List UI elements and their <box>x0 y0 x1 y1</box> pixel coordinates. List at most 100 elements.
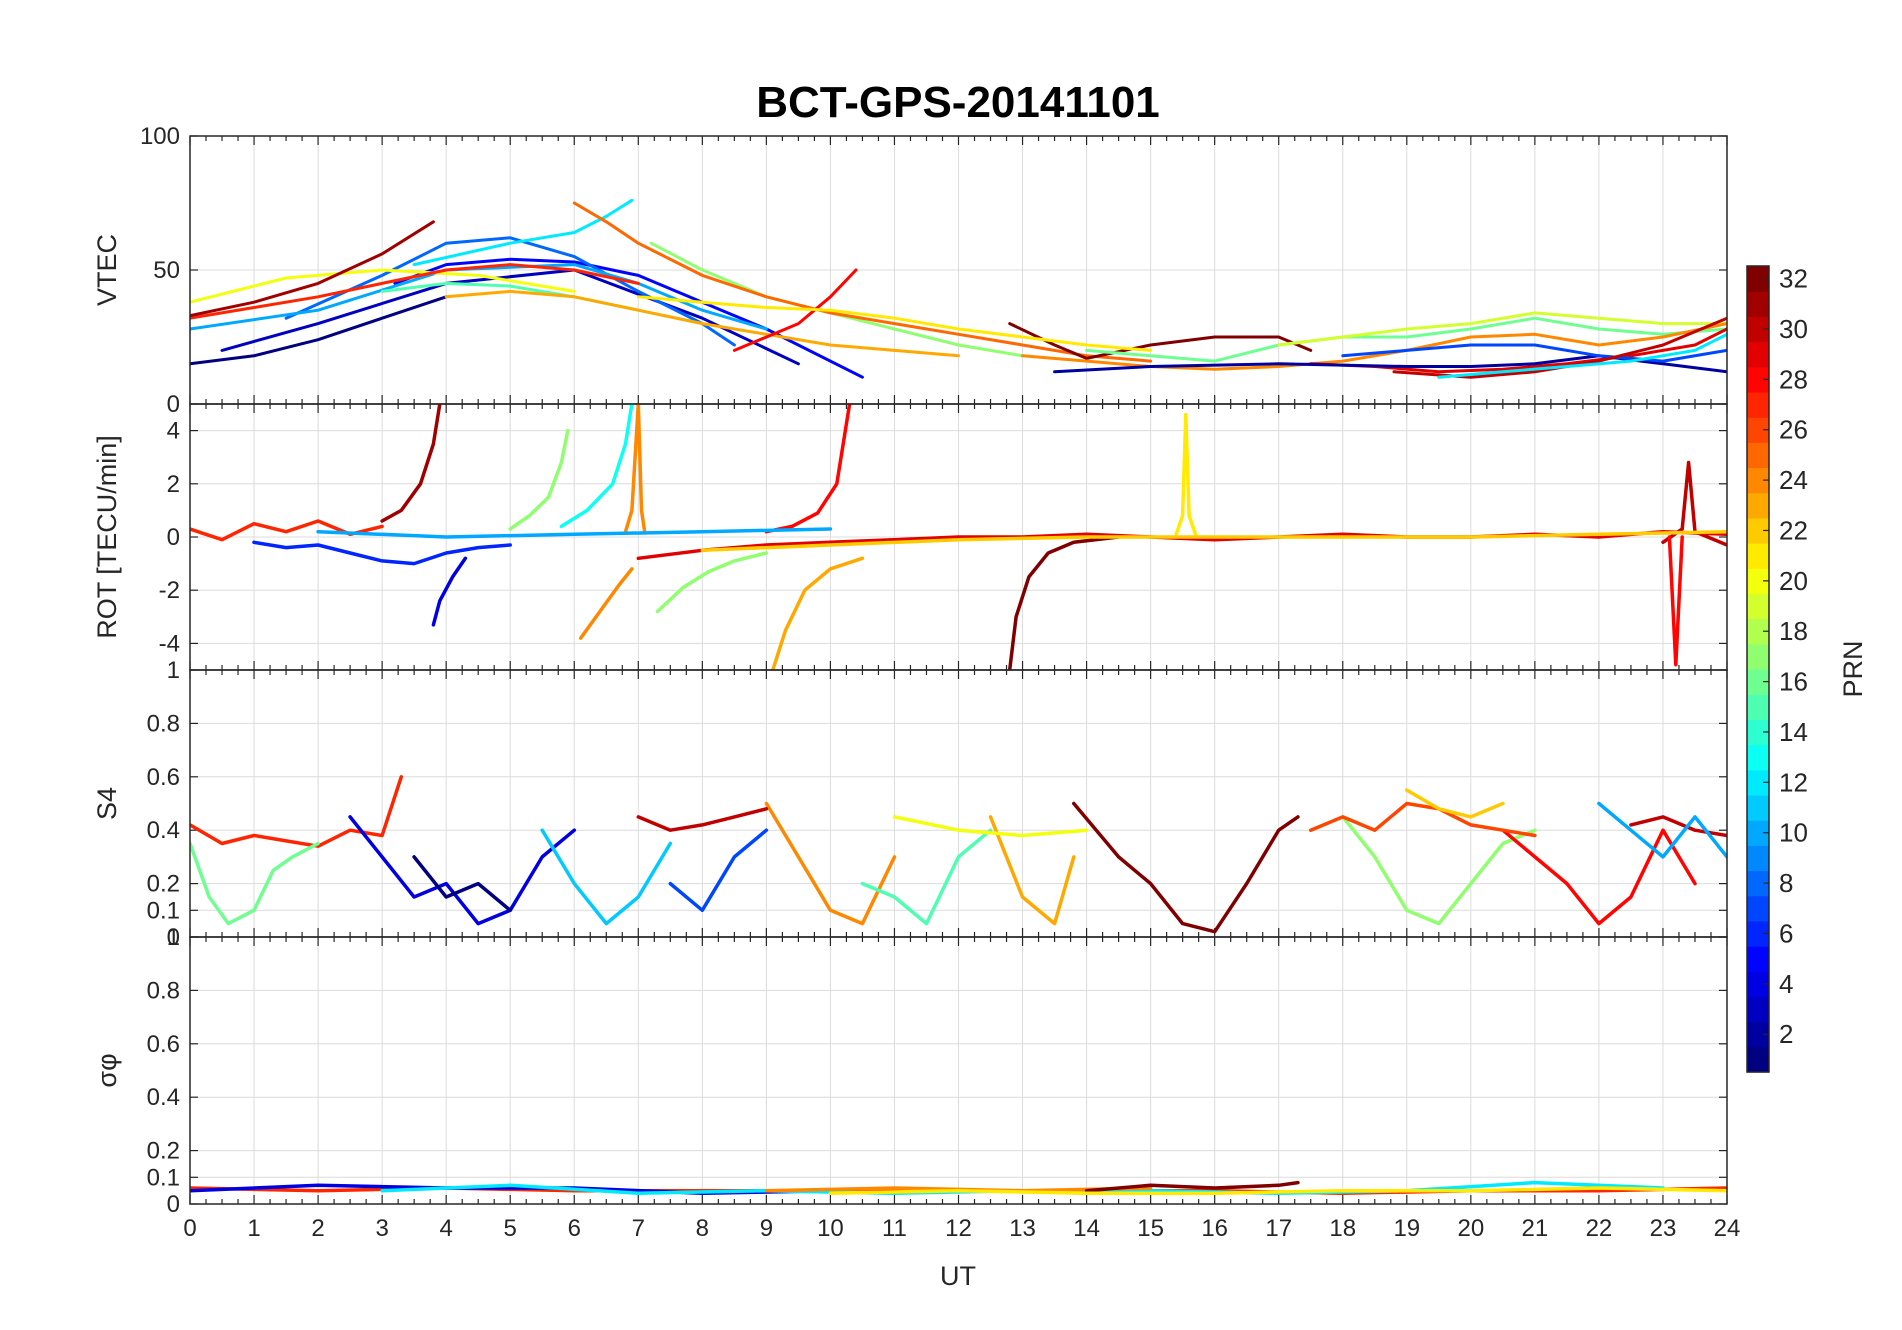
colorbar-swatch <box>1747 820 1769 846</box>
series-prn-24 <box>623 404 647 534</box>
series-prn-15 <box>860 828 993 926</box>
colorbar-swatch <box>1747 895 1769 922</box>
colorbar-swatch <box>1747 971 1769 998</box>
series-prn-17 <box>649 241 1024 358</box>
x-tick-label: 17 <box>1265 1215 1292 1242</box>
colorbar-tick-label: 24 <box>1779 465 1808 495</box>
series-prn-23 <box>771 556 865 670</box>
y-tick-label: 0.8 <box>147 710 180 737</box>
x-tick-label: 18 <box>1329 1215 1356 1242</box>
series-prn-16 <box>1085 316 1727 363</box>
x-tick-label: 16 <box>1201 1215 1228 1242</box>
series-prn-4 <box>348 815 577 926</box>
x-tick-label: 3 <box>375 1215 388 1242</box>
series-prn-1 <box>190 295 448 366</box>
series-prn-17 <box>655 551 769 614</box>
colorbar-tick-label: 12 <box>1779 767 1808 797</box>
series-prn-22 <box>1405 788 1505 819</box>
y-axis-label: VTEC <box>92 234 122 306</box>
x-tick-label: 1 <box>247 1215 260 1242</box>
colorbar-swatch <box>1747 593 1769 620</box>
x-tick-label: 5 <box>504 1215 517 1242</box>
colorbar-tick-label: 8 <box>1779 868 1793 898</box>
colorbar-tick-label: 30 <box>1779 314 1808 344</box>
y-tick-label: 100 <box>140 123 180 150</box>
series-prn-17 <box>1341 815 1537 926</box>
y-tick-label: 0.6 <box>147 764 180 791</box>
colorbar-swatch <box>1747 669 1769 695</box>
series-prn-19 <box>1277 311 1727 347</box>
y-tick-label: 2 <box>167 471 180 498</box>
series-group <box>190 198 1727 379</box>
y-tick-label: 0 <box>167 391 180 418</box>
x-tick-label: 2 <box>311 1215 324 1242</box>
series-prn-21 <box>1174 412 1198 537</box>
colorbar-swatch <box>1747 946 1769 972</box>
x-axis-label: UT <box>940 1261 976 1291</box>
series-prn-24 <box>764 801 897 926</box>
colorbar-swatch <box>1747 492 1769 519</box>
panel-frame <box>189 936 1728 1205</box>
y-axis-label: σφ <box>92 1053 122 1087</box>
series-prn-28 <box>1667 535 1684 667</box>
series-prn-10 <box>1597 801 1727 859</box>
series-prn-2 <box>1053 354 1727 374</box>
series-prn-21 <box>636 295 1153 352</box>
x-tick-label: 23 <box>1650 1215 1677 1242</box>
colorbar-tick-label: 10 <box>1779 818 1808 848</box>
colorbar-tick-label: 28 <box>1779 364 1808 394</box>
y-tick-label: 0.1 <box>147 897 180 924</box>
x-tick-label: 9 <box>760 1215 773 1242</box>
colorbar-tick-label: 32 <box>1779 264 1808 294</box>
colorbar-swatch <box>1747 618 1769 645</box>
x-tick-label: 13 <box>1009 1215 1036 1242</box>
colorbar-swatch <box>1747 568 1769 595</box>
series-prn-10 <box>316 527 833 539</box>
colorbar-swatch <box>1747 417 1769 443</box>
colorbar-swatch <box>1747 341 1769 368</box>
x-axis: 0 1 2 3 4 5 6 7 8 9 10 11 12 13 14 15 16 17 18 19 20 21 22 23 24 <box>183 1215 1740 1242</box>
series-prn-17 <box>508 428 570 531</box>
colorbar-tick-label: 2 <box>1779 1019 1793 1049</box>
panel-2: -4 -2 0 2 4 ROT [TECU/min] <box>92 403 1728 671</box>
y-tick-label: 0.2 <box>147 1138 180 1165</box>
colorbar-swatch <box>1747 366 1769 393</box>
y-tick-label: 0 <box>167 524 180 551</box>
x-tick-label: 12 <box>945 1215 972 1242</box>
series-prn-16 <box>190 841 320 926</box>
colorbar-swatch <box>1747 442 1769 469</box>
colorbar-swatch <box>1747 996 1769 1023</box>
series-prn-22 <box>700 529 1727 553</box>
x-tick-label: 7 <box>632 1215 645 1242</box>
colorbar-label: PRN <box>1838 640 1868 697</box>
colorbar-swatch <box>1747 266 1769 292</box>
series-prn-32 <box>1084 1180 1300 1193</box>
y-axis-label: S4 <box>92 787 122 820</box>
y-tick-label: 0.6 <box>147 1031 180 1058</box>
colorbar-swatch <box>1747 291 1769 317</box>
y-tick-label: 0 <box>167 924 180 951</box>
series-prn-23 <box>444 289 960 358</box>
panel-3: 00.10.2 0.4 0.6 0.8 1 S4 <box>92 657 1728 951</box>
panel-1: 0 50 100 VTEC <box>92 123 1728 418</box>
series-prn-31 <box>190 220 435 318</box>
series-prn-13 <box>559 404 634 529</box>
y-tick-label: 4 <box>167 418 180 445</box>
series-prn-24 <box>578 567 634 640</box>
colorbar-swatch <box>1747 845 1769 872</box>
series-prn-7 <box>1341 343 1727 363</box>
colorbar-swatch <box>1747 920 1769 947</box>
y-tick-label: 1 <box>167 657 180 684</box>
colorbar-tick-label: 20 <box>1779 566 1808 596</box>
y-tick-label: -2 <box>159 577 180 604</box>
x-tick-label: 22 <box>1586 1215 1613 1242</box>
series-prn-28 <box>764 404 852 534</box>
colorbar-swatch <box>1747 719 1769 746</box>
y-tick-label: -4 <box>159 630 180 657</box>
series-prn-26 <box>1308 801 1537 838</box>
series-prn-12 <box>412 198 634 267</box>
colorbar-swatch <box>1747 1021 1769 1048</box>
